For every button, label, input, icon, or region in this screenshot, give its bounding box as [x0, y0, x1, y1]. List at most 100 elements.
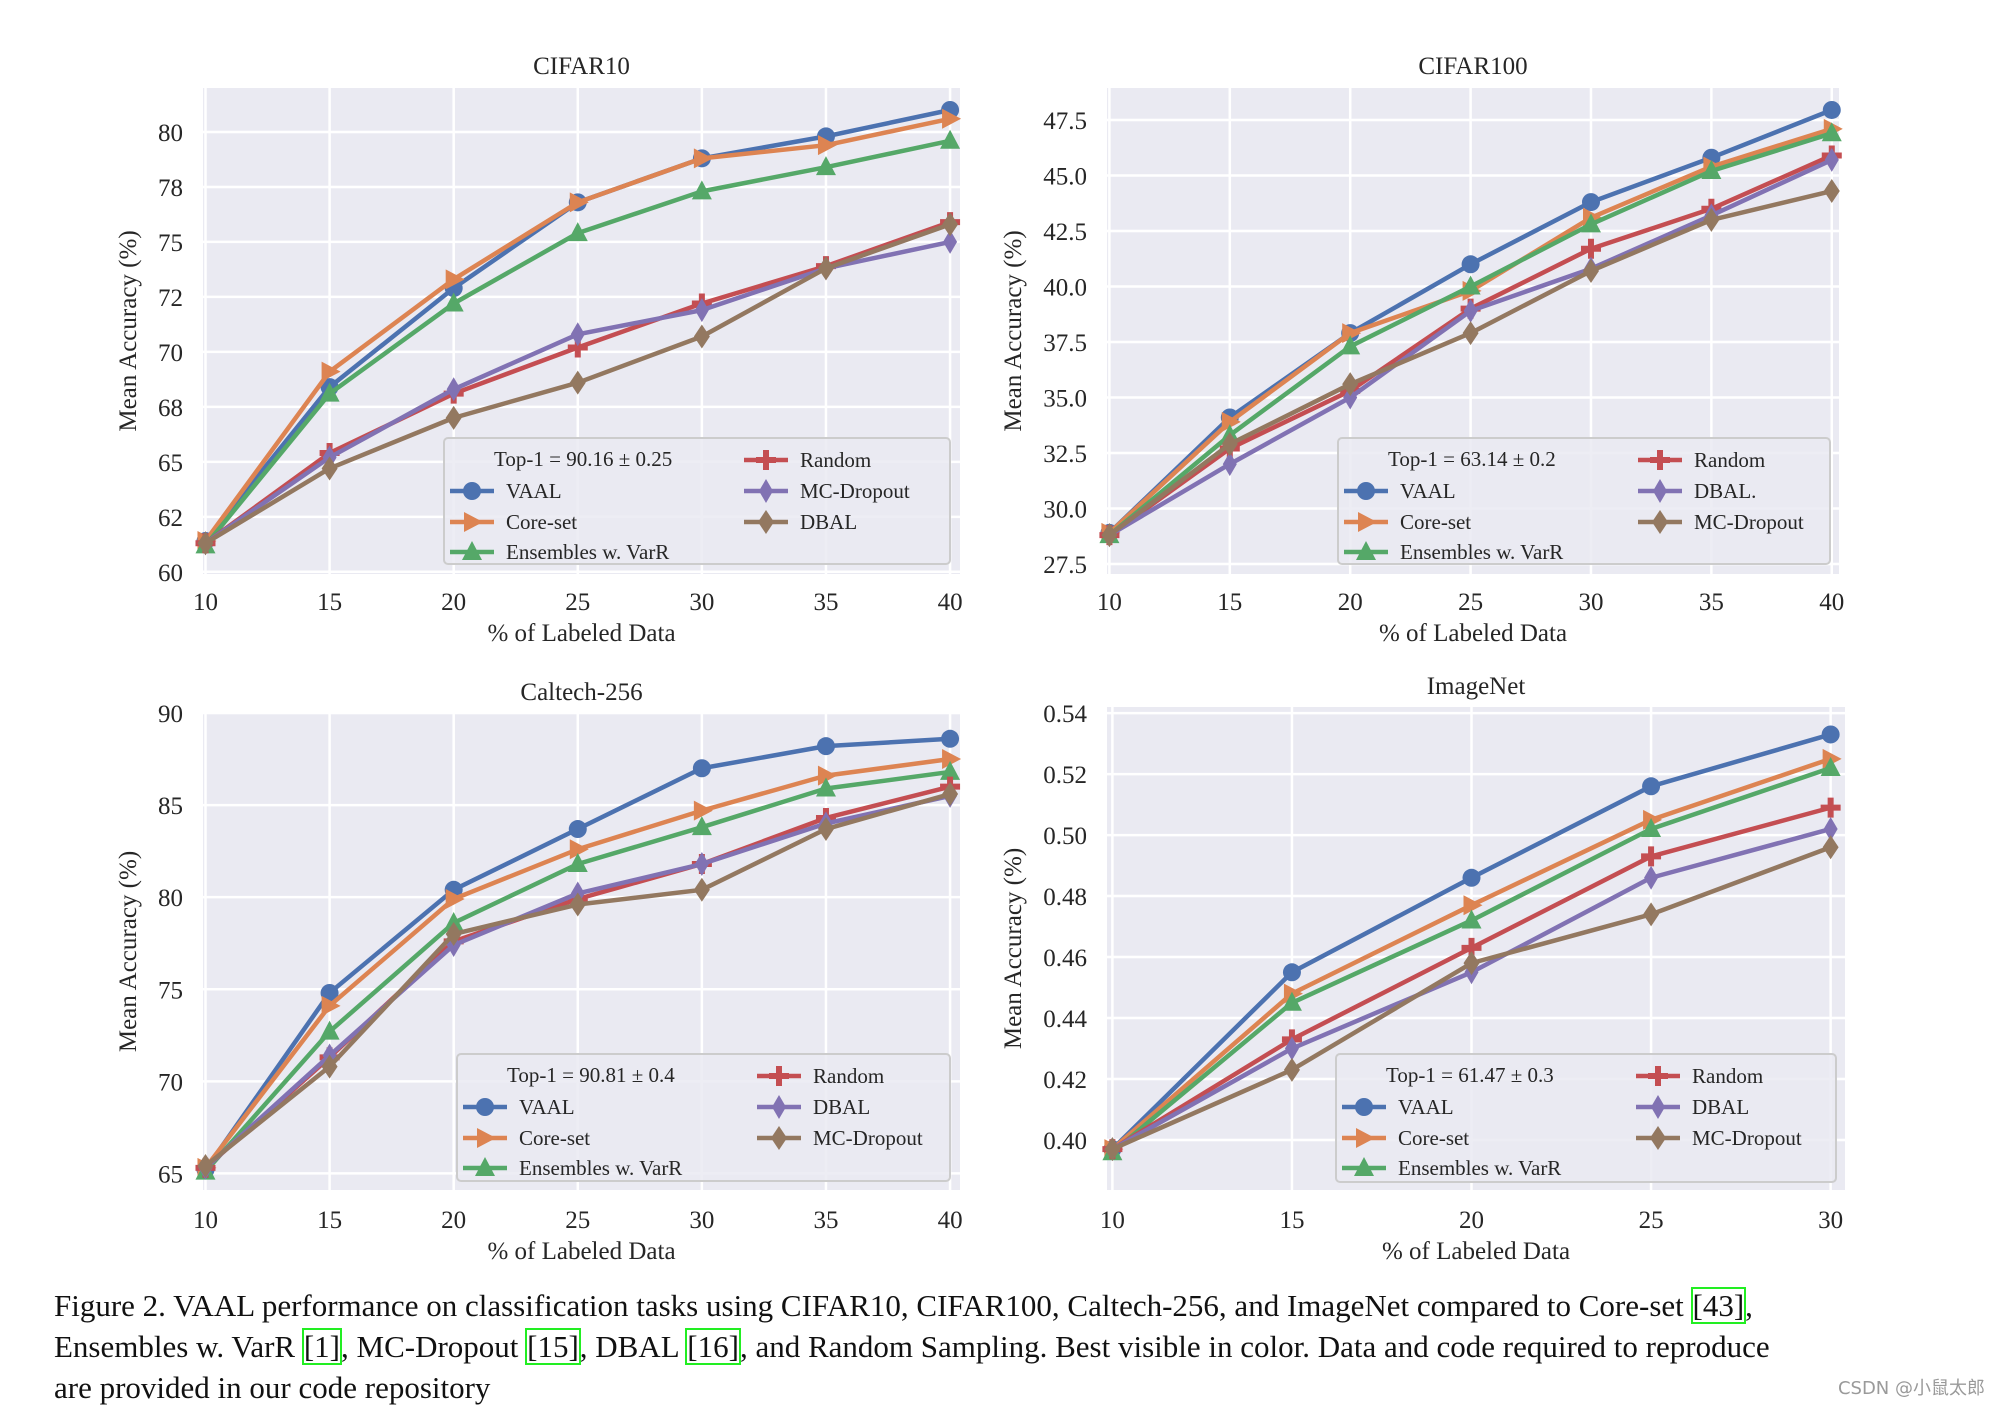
legend-label: DBAL. [1694, 479, 1756, 503]
x-tick-label: 40 [938, 589, 963, 616]
legend-entry: VAAL [1344, 479, 1456, 503]
data-point [443, 292, 464, 312]
data-point [1582, 258, 1599, 283]
citation-link[interactable]: [15] [525, 1328, 581, 1365]
data-point [1580, 213, 1601, 233]
data-point [1460, 275, 1481, 295]
y-tick-label: 27.5 [1043, 552, 1087, 579]
legend-label: Core-set [506, 510, 577, 534]
data-point [569, 892, 586, 917]
legend-label: Core-set [519, 1126, 590, 1150]
x-tick-label: 20 [1338, 589, 1363, 616]
caption-text: are provided in our code repository [54, 1370, 491, 1405]
legend: Top-1 = 63.14 ± 0.2 VAAL Core-set Ensembles… [1337, 437, 1831, 565]
y-tick-label: 0.52 [1043, 762, 1087, 789]
data-point [321, 1054, 338, 1079]
data-point [693, 800, 713, 821]
citation-link[interactable]: [43] [1690, 1287, 1747, 1324]
data-point [320, 983, 339, 1002]
citation-link[interactable]: [16] [685, 1328, 741, 1365]
data-point [817, 135, 837, 156]
y-tick-label: 45.0 [1043, 163, 1087, 190]
legend-entry: MC-Dropout [757, 1126, 923, 1150]
legend-label: MC-Dropout [813, 1126, 923, 1150]
data-point [321, 456, 338, 481]
data-point [1822, 835, 1839, 860]
legend-box [1335, 1053, 1837, 1183]
legend-label: MC-Dropout [800, 479, 910, 503]
data-point [1343, 385, 1358, 410]
legend-entry: Random [757, 1064, 884, 1088]
series-mc-dropout [1101, 179, 1840, 548]
y-tick-label: 65 [158, 450, 183, 477]
x-tick-label: 10 [1100, 1207, 1125, 1234]
legend-marker [1355, 1098, 1373, 1116]
citation-link[interactable]: [1] [301, 1328, 343, 1365]
y-tick-label: 75 [158, 230, 183, 257]
legend-entry: Random [744, 448, 871, 472]
legend-box [443, 437, 951, 565]
caption-line: Figure 2. VAAL performance on classifica… [54, 1285, 1954, 1326]
data-point [1644, 865, 1659, 890]
chart-cifar10: 10 15 20 25 30 35 40 60 62 65 68 70 72 75 78 80 CIFAR10%… [115, 53, 963, 647]
legend-entry: Random [1636, 1064, 1763, 1088]
legend-marker [771, 1126, 787, 1150]
legend-label: VAAL [1398, 1095, 1454, 1119]
legend-entry: VAAL [463, 1095, 575, 1119]
legend: Top-1 = 61.47 ± 0.3 VAAL Core-set Ensembles… [1335, 1053, 1837, 1183]
caption-text: , [1745, 1288, 1753, 1323]
y-tick-label: 68 [158, 395, 183, 422]
legend-label: Core-set [1398, 1126, 1469, 1150]
y-tick-label: 32.5 [1043, 441, 1087, 468]
legend-entry: DBAL [1636, 1095, 1749, 1119]
legend-entry: Ensembles w. VarR [1344, 540, 1563, 564]
caption-text: Figure 2. VAAL performance on classifica… [54, 1288, 1692, 1323]
data-point [1282, 963, 1301, 982]
data-point [1463, 951, 1480, 976]
legend-label: Ensembles w. VarR [519, 1156, 682, 1180]
data-point [319, 382, 340, 402]
y-tick-label: 80 [158, 120, 183, 147]
data-point [1820, 797, 1841, 818]
legend-marker [1354, 1157, 1374, 1176]
data-point [815, 156, 836, 176]
x-tick-label: 20 [441, 589, 466, 616]
legend-label: Random [1692, 1064, 1763, 1088]
x-axis-label: % of Labeled Data [487, 620, 675, 647]
data-point [445, 922, 462, 947]
x-tick-label: 10 [193, 589, 218, 616]
data-point [1643, 902, 1660, 927]
legend-entry: Ensembles w. VarR [463, 1156, 682, 1180]
data-point [942, 749, 962, 770]
y-tick-label: 40.0 [1043, 274, 1087, 301]
data-point [1824, 147, 1839, 172]
legend-label: Ensembles w. VarR [506, 540, 669, 564]
legend-marker [464, 512, 483, 532]
data-point [691, 180, 712, 200]
y-tick-label: 60 [158, 560, 183, 587]
data-point [446, 377, 461, 402]
legend-entry: VAAL [450, 479, 562, 503]
data-point [567, 853, 588, 873]
y-tick-label: 47.5 [1043, 108, 1087, 135]
x-tick-label: 25 [1639, 1207, 1664, 1234]
data-point [1281, 991, 1302, 1011]
x-tick-label: 30 [1818, 1207, 1843, 1234]
caption-text: , DBAL [579, 1329, 687, 1364]
y-tick-label: 80 [158, 885, 183, 912]
data-point [940, 760, 961, 780]
data-point [197, 531, 214, 556]
chart-title: ImageNet [1427, 673, 1526, 700]
data-point [1823, 816, 1838, 841]
y-tick-label: 78 [158, 175, 183, 202]
data-point [1822, 100, 1841, 119]
legend-entry: MC-Dropout [1636, 1126, 1802, 1150]
legend-marker [463, 482, 481, 500]
legend-label: Random [1694, 448, 1765, 472]
data-point [197, 1154, 214, 1179]
legend-entry: Core-set [1342, 1126, 1469, 1150]
x-tick-label: 20 [1459, 1207, 1484, 1234]
y-tick-label: 0.54 [1043, 701, 1087, 728]
x-tick-label: 35 [813, 1207, 838, 1234]
